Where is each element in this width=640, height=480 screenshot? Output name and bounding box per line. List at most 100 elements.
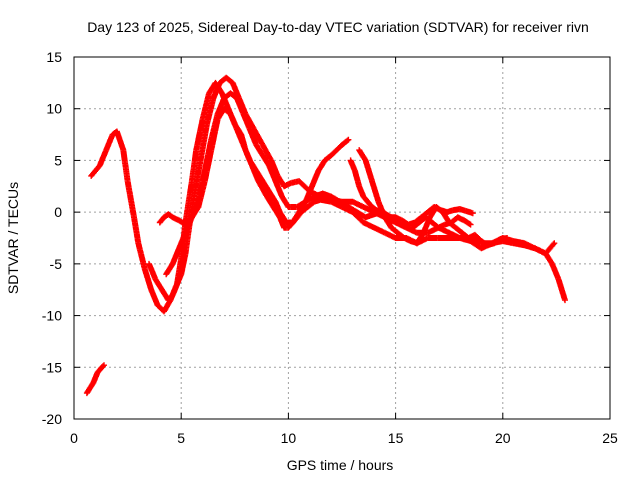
data-point <box>362 157 375 183</box>
data-point <box>394 229 407 241</box>
data-point <box>191 158 204 200</box>
data-point <box>336 198 351 210</box>
data-point <box>467 221 474 228</box>
y-tick-label: -20 <box>42 411 62 427</box>
series-A <box>83 362 107 397</box>
data-point <box>418 210 430 221</box>
data-point <box>240 110 253 132</box>
data-point <box>369 204 379 213</box>
data-point <box>268 157 281 178</box>
data-point <box>163 262 175 278</box>
data-point <box>233 95 246 116</box>
data-point <box>364 198 375 209</box>
data-point <box>146 260 158 282</box>
data-point <box>195 169 208 205</box>
series-H <box>409 214 474 231</box>
data-point <box>148 286 161 307</box>
data-point <box>176 231 188 252</box>
data-point <box>276 209 289 225</box>
data-point <box>131 214 142 245</box>
data-points <box>83 74 568 397</box>
data-point <box>504 235 511 241</box>
data-point <box>272 178 285 199</box>
data-point <box>266 162 278 183</box>
data-point <box>199 91 212 123</box>
data-point <box>165 292 175 304</box>
x-tick-label: 5 <box>177 430 185 446</box>
data-point <box>203 96 216 128</box>
data-point <box>120 147 131 183</box>
data-point <box>96 148 109 169</box>
chart-title: Day 123 of 2025, Sidereal Day-to-day VTE… <box>87 19 589 35</box>
data-point <box>388 224 400 235</box>
data-point <box>240 141 253 163</box>
x-tick-label: 10 <box>281 430 297 446</box>
data-point <box>551 240 558 247</box>
data-point <box>469 210 476 217</box>
data-point <box>255 178 270 199</box>
data-point <box>302 194 316 205</box>
data-point <box>309 169 321 190</box>
data-point <box>193 117 206 154</box>
data-point <box>182 215 195 236</box>
y-tick-label: 15 <box>46 49 62 65</box>
y-tick-label: 10 <box>46 101 62 117</box>
data-point <box>223 74 235 85</box>
data-point <box>227 90 239 101</box>
x-axis-label: GPS time / hours <box>287 457 394 473</box>
data-point <box>214 96 227 117</box>
data-point <box>409 220 422 231</box>
data-point <box>227 110 240 132</box>
x-tick-label: 0 <box>70 430 78 446</box>
data-point <box>208 112 221 143</box>
plot-frame <box>73 56 611 420</box>
data-point <box>141 266 154 292</box>
series-E <box>163 90 395 278</box>
data-point <box>246 157 259 173</box>
data-point <box>103 132 116 154</box>
data-point <box>259 141 274 163</box>
data-point <box>101 362 107 369</box>
data-point <box>321 153 334 164</box>
data-point <box>165 211 175 220</box>
y-tick-label: 0 <box>54 204 62 220</box>
data-point <box>375 198 388 219</box>
series-C <box>146 74 558 304</box>
data-point <box>98 363 106 371</box>
data-point <box>433 204 445 215</box>
data-point <box>94 365 104 376</box>
data-point <box>233 126 246 147</box>
data-point <box>339 137 351 148</box>
y-tick-label: -5 <box>50 256 63 272</box>
data-point <box>135 240 148 271</box>
data-point <box>452 224 464 235</box>
y-tick-label: -15 <box>42 359 62 375</box>
data-point <box>188 148 199 185</box>
data-point <box>562 297 568 304</box>
data-point <box>345 136 352 143</box>
data-point <box>360 193 370 204</box>
data-point <box>169 246 182 267</box>
data-point <box>124 178 137 219</box>
data-point <box>422 214 434 225</box>
data-point <box>83 380 96 397</box>
data-point <box>304 199 317 210</box>
data-point <box>369 178 381 204</box>
data-point <box>461 217 473 227</box>
data-point <box>210 81 223 102</box>
x-tick-label: 15 <box>388 430 404 446</box>
data-point <box>188 200 201 221</box>
data-point <box>113 128 126 152</box>
data-point <box>345 204 359 215</box>
y-tick-label: -10 <box>42 308 62 324</box>
data-point <box>251 126 265 147</box>
data-point <box>351 167 362 188</box>
x-tick-label: 20 <box>495 430 511 446</box>
data-point <box>328 142 344 159</box>
data-point <box>555 276 568 302</box>
data-point <box>411 215 424 226</box>
axis-ticks: 0 5 10 15 20 25 15 10 5 0 -5 -10 -15 -20 <box>42 49 618 446</box>
grid-lines <box>74 57 610 419</box>
data-point <box>549 260 561 282</box>
data-point <box>201 138 214 174</box>
